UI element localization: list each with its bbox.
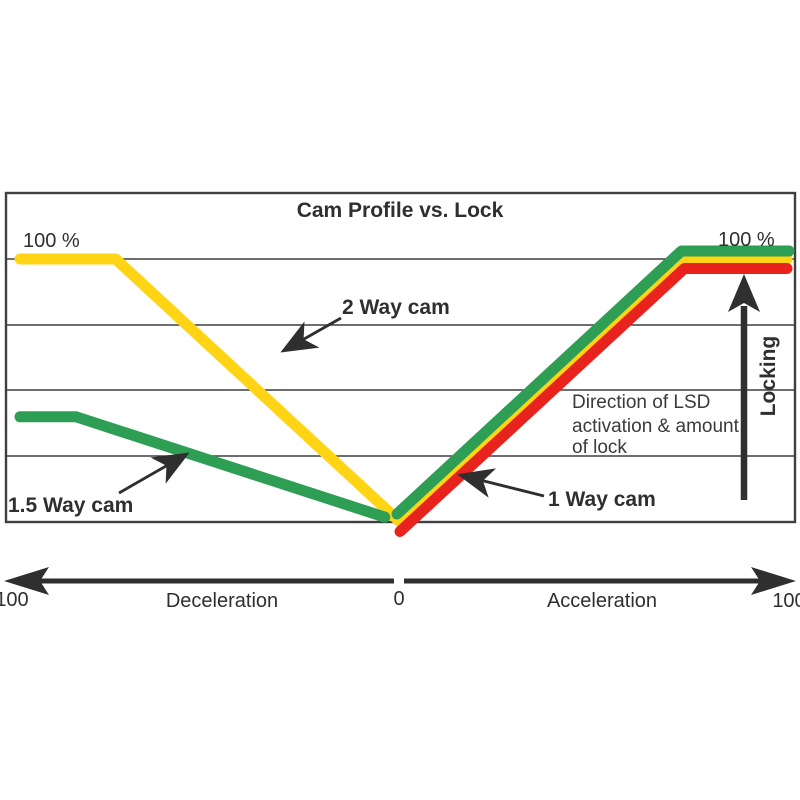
axis-tick-center-0: 0 [393, 588, 404, 610]
axis-label-acceleration: Acceleration [547, 590, 657, 612]
axis-tick-right-100: 100 [772, 590, 800, 612]
direction-note-line1: Direction of LSD [572, 392, 710, 413]
locking-arrow [728, 274, 760, 500]
one-way-cam-label: 1 Way cam [548, 488, 656, 511]
one-way-cam-line [394, 263, 793, 537]
locking-axis-label: Locking [757, 336, 780, 417]
one-five-way-cam-label: 1.5 Way cam [8, 494, 133, 517]
axis-right-arrowhead-icon [751, 567, 796, 595]
axis-label-deceleration: Deceleration [166, 590, 278, 612]
direction-note-line3: of lock [572, 437, 627, 458]
torque-axis [4, 567, 796, 595]
y-max-label-right: 100 % [718, 229, 775, 251]
y-max-label-left: 100 % [23, 230, 80, 252]
two-way-pointer-arrow-icon [280, 316, 342, 353]
one-five-way-pointer-arrow-icon [118, 452, 190, 495]
one-five-way-cam-line [14, 411, 391, 523]
two-way-cam-line [14, 253, 793, 528]
axis-left-arrowhead-icon [4, 567, 49, 595]
direction-note-line2: activation & amount [572, 416, 740, 437]
axis-tick-left-100: 100 [0, 589, 29, 611]
chart-title: Cam Profile vs. Lock [297, 199, 504, 222]
cam-curves [14, 245, 795, 537]
one-five-way-cam-line [391, 245, 795, 520]
one-way-pointer-arrow-icon [457, 468, 545, 498]
plot-frame [4, 191, 797, 524]
locking-arrow-head-icon [728, 274, 760, 312]
two-way-cam-label: 2 Way cam [342, 296, 450, 319]
